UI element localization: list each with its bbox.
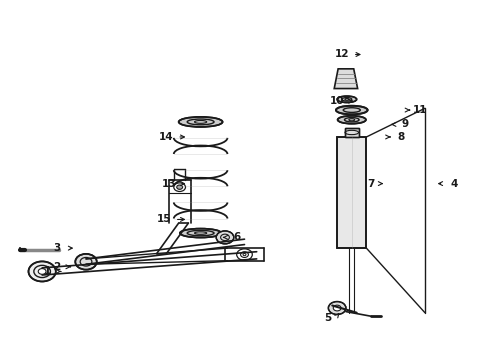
Text: 5: 5 xyxy=(323,313,330,323)
Text: 2: 2 xyxy=(53,262,61,272)
Text: 10: 10 xyxy=(329,96,344,106)
Ellipse shape xyxy=(337,116,365,124)
Text: 12: 12 xyxy=(334,49,348,59)
Bar xyxy=(344,128,358,137)
Bar xyxy=(336,137,366,248)
Text: 14: 14 xyxy=(159,132,173,142)
Bar xyxy=(344,128,358,137)
Ellipse shape xyxy=(180,229,221,238)
Text: 6: 6 xyxy=(233,232,240,242)
Ellipse shape xyxy=(335,106,367,114)
Circle shape xyxy=(243,253,245,256)
Text: 13: 13 xyxy=(162,179,176,189)
Text: 4: 4 xyxy=(449,179,457,189)
Circle shape xyxy=(28,261,56,282)
Circle shape xyxy=(38,269,46,274)
Text: 7: 7 xyxy=(367,179,374,189)
Circle shape xyxy=(328,302,345,315)
Bar xyxy=(336,137,366,248)
Circle shape xyxy=(332,305,340,311)
Text: 3: 3 xyxy=(53,243,61,253)
Text: 8: 8 xyxy=(396,132,404,142)
Circle shape xyxy=(176,185,182,189)
Text: 1: 1 xyxy=(43,266,51,276)
Polygon shape xyxy=(333,69,357,89)
Circle shape xyxy=(75,254,97,270)
Ellipse shape xyxy=(178,117,222,127)
Text: 9: 9 xyxy=(401,120,408,129)
Ellipse shape xyxy=(336,96,356,103)
Circle shape xyxy=(216,231,233,244)
Text: 11: 11 xyxy=(412,105,427,115)
Text: 15: 15 xyxy=(157,215,171,224)
